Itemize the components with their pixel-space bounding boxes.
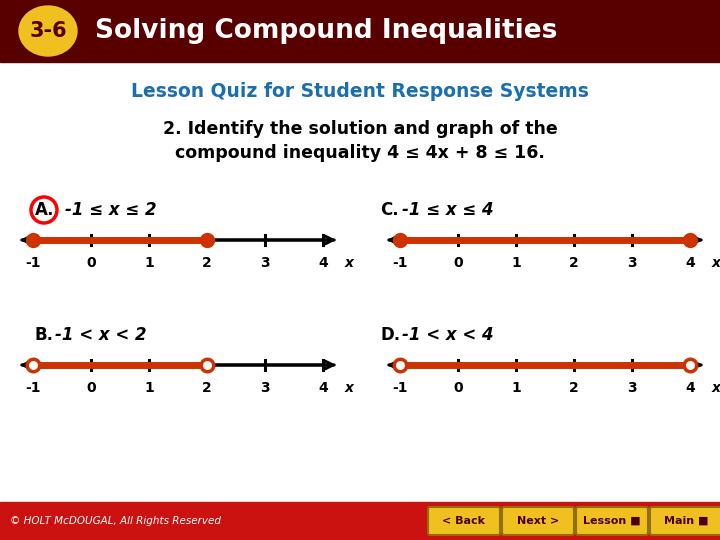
- Text: 3-6: 3-6: [30, 21, 67, 41]
- Text: 2: 2: [569, 381, 579, 395]
- Text: 0: 0: [453, 256, 463, 270]
- Text: 4: 4: [685, 381, 695, 395]
- Text: < Back: < Back: [443, 516, 485, 526]
- Text: Next >: Next >: [517, 516, 559, 526]
- Text: A.: A.: [35, 201, 55, 219]
- Text: D.: D.: [380, 326, 400, 344]
- Text: Lesson Quiz for Student Response Systems: Lesson Quiz for Student Response Systems: [131, 82, 589, 101]
- Text: 4: 4: [318, 381, 328, 395]
- Bar: [0, 502, 720, 540]
- Text: C.: C.: [380, 201, 399, 219]
- Text: x: x: [712, 381, 720, 395]
- Text: 1: 1: [511, 256, 521, 270]
- Text: 2: 2: [202, 256, 212, 270]
- Text: compound inequality 4 ≤ 4x + 8 ≤ 16.: compound inequality 4 ≤ 4x + 8 ≤ 16.: [175, 144, 545, 162]
- Text: -1 ≤ x ≤ 2: -1 ≤ x ≤ 2: [65, 201, 157, 219]
- Ellipse shape: [19, 6, 77, 56]
- Text: x: x: [345, 256, 354, 270]
- Text: 3: 3: [627, 381, 636, 395]
- Text: 4: 4: [318, 256, 328, 270]
- Text: B.: B.: [35, 326, 54, 344]
- Text: -1: -1: [392, 256, 408, 270]
- Text: x: x: [712, 256, 720, 270]
- FancyBboxPatch shape: [428, 507, 500, 535]
- Text: 2. Identify the solution and graph of the: 2. Identify the solution and graph of th…: [163, 120, 557, 138]
- Text: x: x: [345, 381, 354, 395]
- Text: -1: -1: [25, 381, 41, 395]
- Text: -1 ≤ x ≤ 4: -1 ≤ x ≤ 4: [402, 201, 494, 219]
- Text: 2: 2: [569, 256, 579, 270]
- Text: 1: 1: [511, 381, 521, 395]
- Text: -1: -1: [25, 256, 41, 270]
- Text: 0: 0: [86, 256, 96, 270]
- Text: 2: 2: [202, 381, 212, 395]
- FancyBboxPatch shape: [502, 507, 574, 535]
- Text: -1 < x < 4: -1 < x < 4: [402, 326, 494, 344]
- Text: 1: 1: [144, 381, 154, 395]
- Text: 0: 0: [453, 381, 463, 395]
- Bar: [0, 0, 720, 62]
- Text: 4: 4: [685, 256, 695, 270]
- Text: Solving Compound Inequalities: Solving Compound Inequalities: [95, 18, 557, 44]
- Text: 0: 0: [86, 381, 96, 395]
- Text: 3: 3: [260, 256, 270, 270]
- Text: -1 < x < 2: -1 < x < 2: [55, 326, 147, 344]
- FancyBboxPatch shape: [576, 507, 648, 535]
- Text: 1: 1: [144, 256, 154, 270]
- Text: Main ■: Main ■: [664, 516, 708, 526]
- Text: © HOLT McDOUGAL, All Rights Reserved: © HOLT McDOUGAL, All Rights Reserved: [10, 516, 221, 526]
- Text: -1: -1: [392, 381, 408, 395]
- FancyBboxPatch shape: [650, 507, 720, 535]
- Text: Lesson ■: Lesson ■: [583, 516, 641, 526]
- Text: 3: 3: [627, 256, 636, 270]
- Text: 3: 3: [260, 381, 270, 395]
